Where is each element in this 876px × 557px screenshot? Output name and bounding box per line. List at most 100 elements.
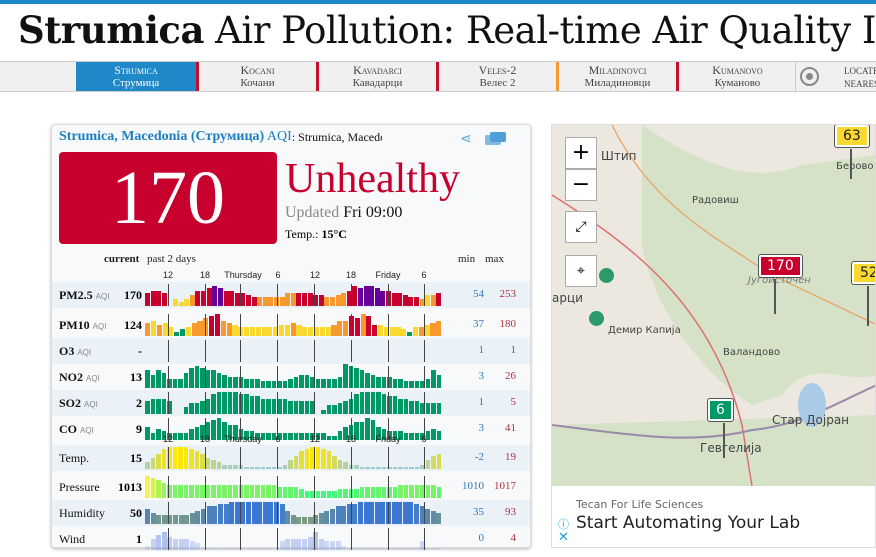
current-value: 1 xyxy=(136,532,142,546)
history-bar xyxy=(341,506,347,524)
history-bar xyxy=(310,433,315,440)
history-bar xyxy=(318,539,324,550)
ad-headline[interactable]: Start Automating Your Lab xyxy=(576,513,801,533)
close-icon[interactable]: ✕ xyxy=(558,530,569,545)
station-tab-strumica[interactable]: Strumica Струмица xyxy=(76,62,196,91)
history-bar xyxy=(359,370,365,388)
history-bar xyxy=(357,548,363,550)
aqi-map-marker[interactable]: 52 xyxy=(851,261,875,285)
time-gridline xyxy=(424,392,425,414)
info-icon[interactable]: ⓘ xyxy=(558,518,569,531)
tab-sublabel: Кавадарци xyxy=(352,77,403,89)
history-chart[interactable] xyxy=(145,314,442,336)
history-bar xyxy=(288,379,293,388)
history-bar xyxy=(414,485,420,498)
history-bar xyxy=(370,467,376,469)
history-bar xyxy=(150,399,156,414)
history-bar xyxy=(244,394,249,414)
history-bar xyxy=(178,539,184,550)
history-chart[interactable] xyxy=(145,364,442,388)
history-bar xyxy=(212,548,218,550)
map[interactable]: + − ⤢ ⌖ Штип Берово Радовиш Југоисточен … xyxy=(551,124,876,548)
history-bar xyxy=(331,325,337,336)
history-bar xyxy=(194,427,200,440)
history-chart[interactable] xyxy=(145,476,442,498)
history-chart[interactable] xyxy=(145,284,442,306)
station-link[interactable]: Strumica, Macedonia (Струмица) xyxy=(59,129,265,144)
station-tab-kocani[interactable]: Kocani Кочани xyxy=(196,62,316,91)
map-layers-button[interactable]: ⌖ xyxy=(565,255,597,287)
temperature: Temp.: 15°C xyxy=(285,227,347,242)
history-bar xyxy=(255,379,260,388)
history-chart[interactable] xyxy=(145,392,442,414)
min-header: min xyxy=(458,253,476,265)
history-bar xyxy=(216,485,222,498)
history-bar xyxy=(161,431,167,440)
history-bar xyxy=(348,489,354,498)
history-bar xyxy=(206,288,212,306)
advertisement[interactable]: Tecan For Life Sciences Start Automating… xyxy=(552,486,875,547)
past-header: past 2 days xyxy=(147,253,196,265)
station-select[interactable]: : Strumica, Macedonia xyxy=(291,130,382,144)
aqi-map-marker[interactable]: 170 xyxy=(758,254,803,278)
history-chart[interactable] xyxy=(145,418,442,440)
history-bar xyxy=(156,515,162,524)
station-dot[interactable] xyxy=(589,311,604,326)
history-bar xyxy=(189,368,194,388)
history-bar xyxy=(273,548,279,550)
zoom-in-button[interactable]: + xyxy=(565,137,597,169)
station-tab-miladinovci[interactable]: Miladinovci Миладиновци xyxy=(556,62,676,91)
time-gridline xyxy=(277,528,278,550)
history-bar xyxy=(222,392,227,414)
station-dot[interactable] xyxy=(599,268,614,283)
history-bar xyxy=(414,381,420,388)
history-bar xyxy=(348,425,354,440)
temp-label: Temp.: xyxy=(285,227,322,241)
aqi-map-marker[interactable]: 63 xyxy=(834,125,870,148)
history-bar xyxy=(360,314,366,336)
history-chart[interactable] xyxy=(145,447,442,469)
station-tab-veles-2[interactable]: Veles-2 Велес 2 xyxy=(436,62,556,91)
station-tab-kavadarci[interactable]: Kavadarci Кавадарци xyxy=(316,62,436,91)
place-label: Демир Капија xyxy=(608,325,681,336)
time-gridline xyxy=(388,502,389,524)
row-name: NO2 xyxy=(59,370,83,384)
locate-nearest-button[interactable]: LOCATE NEAREST xyxy=(795,62,876,91)
time-gridline xyxy=(240,447,241,469)
history-bar xyxy=(436,293,442,306)
history-chart[interactable] xyxy=(145,340,442,362)
marker-pin xyxy=(867,286,869,326)
row-humidity: Humidity 50 35 93 xyxy=(52,500,530,526)
share-icon[interactable]: ⋖ xyxy=(460,131,472,147)
history-bar xyxy=(233,485,238,498)
fullscreen-button[interactable]: ⤢ xyxy=(565,211,597,243)
row-pm10: PM10 AQI 124 37 180 xyxy=(52,312,530,338)
history-bar xyxy=(387,467,392,469)
time-gridline xyxy=(351,447,352,469)
time-gridline xyxy=(205,284,206,306)
current-value: 170 xyxy=(124,288,142,302)
history-bar xyxy=(223,548,229,550)
history-chart[interactable] xyxy=(145,502,442,524)
tab-label: Kumanovo xyxy=(712,63,763,77)
row-label: Pressure xyxy=(59,480,100,495)
zoom-out-button[interactable]: − xyxy=(565,169,597,201)
history-bar xyxy=(370,487,376,498)
station-tab-kumanovo[interactable]: Kumanovo Куманово xyxy=(676,62,796,91)
history-bar xyxy=(359,392,365,414)
history-bar xyxy=(363,548,369,550)
history-bar xyxy=(244,485,249,498)
widget-icon[interactable] xyxy=(485,131,507,145)
history-bar xyxy=(245,548,251,550)
history-bar xyxy=(249,467,255,469)
history-chart[interactable] xyxy=(145,528,442,550)
tab-label: Miladinovci xyxy=(588,63,647,77)
time-gridline xyxy=(424,284,425,306)
time-gridline xyxy=(205,366,206,388)
history-bar xyxy=(150,291,156,306)
history-bar xyxy=(402,502,408,524)
history-bar xyxy=(308,327,314,336)
history-bar xyxy=(285,293,291,306)
aqi-map-marker[interactable]: 6 xyxy=(707,398,734,422)
history-bar xyxy=(408,297,414,306)
